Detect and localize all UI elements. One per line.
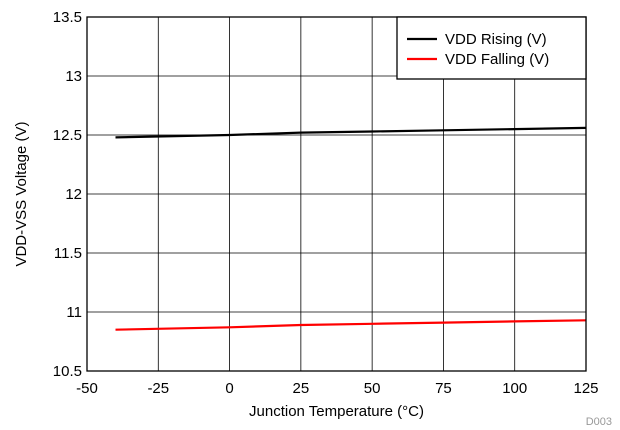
y-tick-label: 10.5 — [53, 363, 82, 380]
plot-border — [86, 16, 587, 372]
x-tick-label: 75 — [435, 380, 452, 397]
y-tick-label: 13 — [65, 68, 82, 85]
y-tick-label: 12.5 — [53, 127, 82, 144]
x-tick-label: 125 — [573, 380, 598, 397]
legend-box — [396, 16, 587, 80]
x-tick-label: 25 — [293, 380, 310, 397]
x-tick-label: 50 — [364, 380, 381, 397]
y-tick-label: 11.5 — [54, 245, 82, 262]
x-tick-label: 100 — [502, 380, 527, 397]
series-line-1 — [115, 126, 587, 139]
figure-id: D003 — [586, 416, 612, 428]
legend: VDD Rising (V) VDD Falling (V) — [396, 16, 587, 80]
x-tick-label: 0 — [225, 380, 233, 397]
y-tick-label: 12 — [65, 186, 82, 203]
x-tick-label: -25 — [147, 380, 169, 397]
x-tick-labels: -50 -25 0 25 50 75 100 125 — [76, 380, 598, 397]
legend-label: VDD Rising (V) — [445, 31, 547, 48]
y-tick-label: 13.5 — [53, 9, 82, 26]
x-axis-title: Junction Temperature (°C) — [249, 403, 424, 420]
y-tick-labels: 10.5 11 11.5 12 12.5 13 13.5 — [53, 9, 82, 380]
series-lines — [115, 126, 587, 331]
y-axis-title: VDD-VSS Voltage (V) — [13, 121, 30, 266]
legend-label: VDD Falling (V) — [445, 51, 549, 68]
series-line-2 — [115, 319, 587, 331]
y-tick-label: 11 — [66, 304, 82, 321]
x-tick-label: -50 — [76, 380, 98, 397]
